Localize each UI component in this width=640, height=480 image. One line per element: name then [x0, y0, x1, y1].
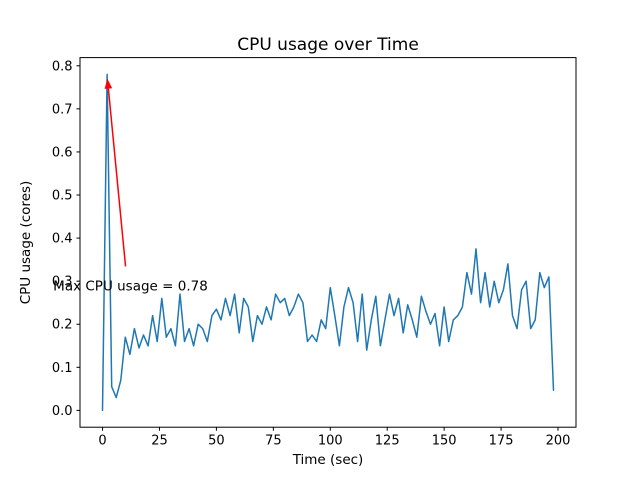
y-tick-label: 0.7	[52, 102, 73, 117]
x-axis-ticks: 0 25 50 75 100 125 150 175 200	[98, 427, 570, 449]
x-tick-label: 75	[265, 434, 282, 449]
y-tick-label: 0.2	[52, 318, 73, 333]
x-tick-label: 150	[432, 434, 457, 449]
y-tick-label: 0.6	[52, 145, 73, 160]
x-tick-label: 125	[375, 434, 400, 449]
x-tick-label: 0	[98, 434, 106, 449]
arrow-shaft	[107, 88, 127, 267]
y-tick-label: 0.0	[52, 404, 73, 419]
y-tick-label: 0.4	[52, 232, 73, 247]
y-axis-label: CPU usage (cores)	[18, 181, 34, 305]
annotation-arrow	[104, 78, 127, 267]
x-tick-label: 200	[546, 434, 571, 449]
plot-area	[79, 57, 577, 428]
y-tick-label: 0.3	[52, 275, 73, 290]
chart-title: CPU usage over Time	[237, 35, 419, 55]
x-tick-label: 25	[151, 434, 168, 449]
arrow-head	[104, 78, 113, 89]
x-tick-label: 100	[318, 434, 343, 449]
y-axis-ticks: 0.0 0.1 0.2 0.3 0.4 0.5 0.6 0.7 0.8	[52, 59, 80, 419]
x-tick-label: 175	[489, 434, 514, 449]
annotation-text: Max CPU usage = 0.78	[53, 279, 208, 295]
cpu-usage-line	[101, 73, 555, 412]
x-tick-label: 50	[208, 434, 225, 449]
y-tick-label: 0.5	[52, 189, 73, 204]
y-tick-label: 0.8	[52, 59, 73, 74]
y-tick-label: 0.1	[52, 361, 73, 376]
x-axis-label: Time (sec)	[292, 452, 364, 468]
